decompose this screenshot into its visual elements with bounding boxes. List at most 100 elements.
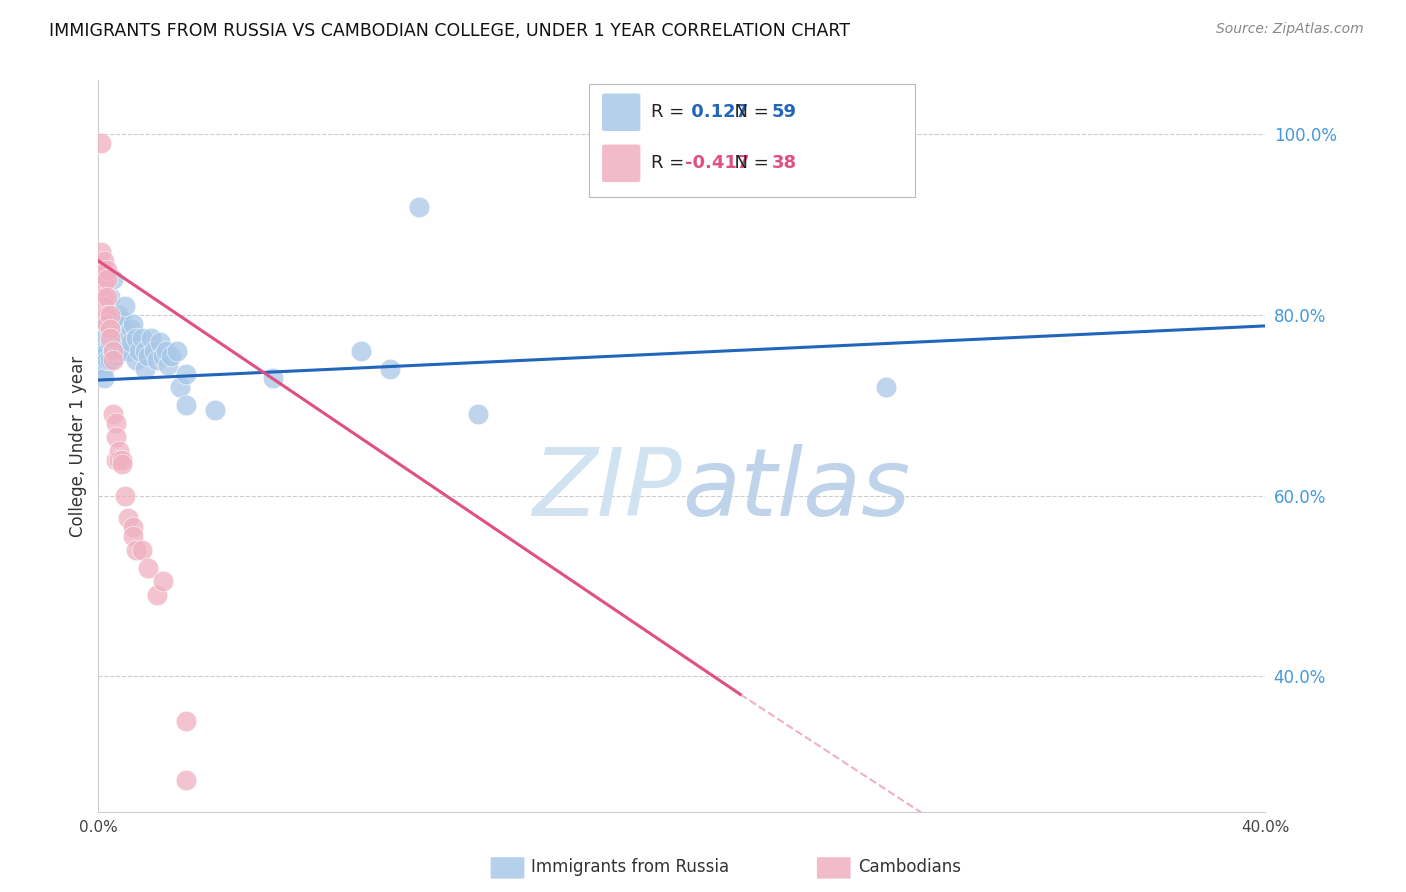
- Point: [350, 344, 373, 359]
- Point: [101, 344, 124, 359]
- Point: [125, 331, 148, 345]
- Point: [101, 353, 124, 368]
- Point: [98, 335, 121, 350]
- Point: [169, 380, 191, 394]
- Point: [155, 344, 177, 359]
- Point: [131, 331, 153, 345]
- Point: [93, 299, 115, 313]
- Point: [114, 489, 136, 503]
- Point: [114, 299, 136, 313]
- Point: [104, 349, 127, 363]
- Point: [96, 317, 118, 331]
- Point: [93, 268, 115, 282]
- Point: [93, 362, 115, 376]
- Point: [96, 344, 118, 359]
- Text: IMMIGRANTS FROM RUSSIA VS CAMBODIAN COLLEGE, UNDER 1 YEAR CORRELATION CHART: IMMIGRANTS FROM RUSSIA VS CAMBODIAN COLL…: [49, 22, 851, 40]
- Point: [136, 561, 159, 575]
- Point: [96, 308, 118, 322]
- Point: [104, 417, 127, 431]
- Text: R =: R =: [651, 154, 689, 172]
- Point: [134, 362, 156, 376]
- Point: [90, 136, 112, 151]
- Text: atlas: atlas: [682, 444, 910, 535]
- Text: N =: N =: [723, 103, 775, 121]
- Point: [204, 403, 226, 417]
- Point: [93, 290, 115, 304]
- Point: [104, 430, 127, 444]
- Point: [134, 344, 156, 359]
- Point: [104, 317, 127, 331]
- Text: -0.417: -0.417: [685, 154, 749, 172]
- Point: [111, 452, 134, 467]
- Point: [104, 452, 127, 467]
- Point: [120, 335, 142, 350]
- Text: 0.127: 0.127: [685, 103, 748, 121]
- Point: [142, 344, 165, 359]
- Point: [96, 290, 118, 304]
- Point: [174, 398, 197, 412]
- Point: [111, 331, 134, 345]
- Point: [166, 344, 188, 359]
- Point: [125, 353, 148, 368]
- Point: [408, 200, 430, 214]
- Point: [117, 344, 139, 359]
- Point: [96, 317, 118, 331]
- Y-axis label: College, Under 1 year: College, Under 1 year: [69, 355, 87, 537]
- Point: [114, 335, 136, 350]
- Text: 38: 38: [772, 154, 797, 172]
- Point: [108, 452, 131, 467]
- Point: [98, 290, 121, 304]
- Point: [122, 529, 145, 543]
- Point: [117, 326, 139, 340]
- Point: [108, 443, 131, 458]
- Point: [93, 331, 115, 345]
- Point: [108, 344, 131, 359]
- Point: [136, 349, 159, 363]
- Point: [104, 335, 127, 350]
- Point: [93, 371, 115, 385]
- Point: [90, 349, 112, 363]
- Text: ZIP: ZIP: [533, 444, 682, 535]
- Point: [131, 542, 153, 557]
- Point: [101, 272, 124, 286]
- Point: [98, 353, 121, 368]
- Point: [101, 308, 124, 322]
- Point: [108, 335, 131, 350]
- Point: [146, 588, 169, 602]
- Point: [90, 244, 112, 259]
- Point: [120, 321, 142, 335]
- Point: [174, 367, 197, 381]
- Point: [93, 344, 115, 359]
- Point: [128, 344, 150, 359]
- Point: [98, 321, 121, 335]
- Point: [875, 380, 897, 394]
- Text: Source: ZipAtlas.com: Source: ZipAtlas.com: [1216, 22, 1364, 37]
- Point: [98, 321, 121, 335]
- Text: Immigrants from Russia: Immigrants from Russia: [531, 858, 730, 876]
- Text: R =: R =: [651, 103, 689, 121]
- Point: [96, 263, 118, 277]
- Point: [111, 344, 134, 359]
- Point: [90, 281, 112, 295]
- Point: [101, 408, 124, 422]
- Point: [152, 349, 174, 363]
- Point: [157, 358, 180, 372]
- Point: [96, 272, 118, 286]
- Point: [149, 335, 172, 350]
- Point: [111, 457, 134, 471]
- Point: [125, 542, 148, 557]
- Text: Cambodians: Cambodians: [858, 858, 960, 876]
- Point: [139, 331, 162, 345]
- Point: [90, 358, 112, 372]
- Point: [96, 353, 118, 368]
- Point: [160, 349, 183, 363]
- Text: 59: 59: [772, 103, 797, 121]
- Point: [108, 308, 131, 322]
- Point: [152, 574, 174, 589]
- Point: [122, 317, 145, 331]
- Point: [122, 520, 145, 534]
- Point: [111, 312, 134, 326]
- Point: [98, 331, 121, 345]
- Point: [90, 259, 112, 273]
- Point: [93, 277, 115, 291]
